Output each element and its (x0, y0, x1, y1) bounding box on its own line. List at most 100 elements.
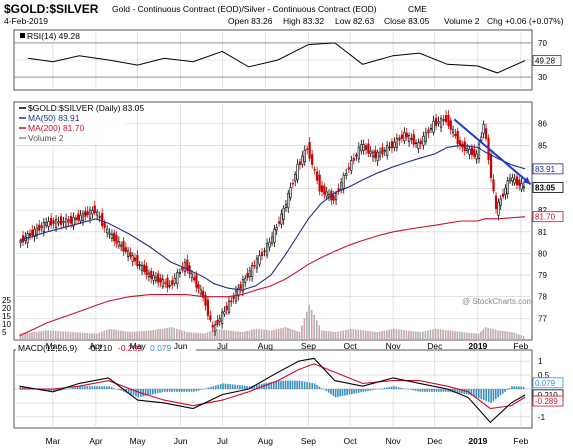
price-candle-body (84, 211, 87, 217)
macd-histogram-bar (234, 384, 236, 389)
price-value-box (532, 182, 564, 193)
macd-histogram-bar (325, 389, 328, 392)
price-candle-body (439, 118, 443, 128)
macd-histogram-bar (48, 389, 50, 391)
price-candle-body (178, 272, 181, 274)
rsi-legend-bg (18, 31, 72, 41)
volume-bar (270, 330, 273, 340)
volume-bar (246, 330, 248, 340)
macd-histogram-bar (93, 386, 96, 389)
volume-bar (166, 327, 168, 340)
x-tick-label: Jul (217, 436, 228, 446)
volume-bar (298, 332, 301, 340)
price-candle-body (318, 174, 321, 192)
volume-bar (234, 331, 237, 340)
macd-histogram-bar (494, 389, 497, 400)
macd-histogram-bar (168, 389, 171, 392)
macd-histogram-bar (275, 381, 278, 389)
volume-bar (178, 329, 181, 340)
macd-histogram-bar (74, 387, 77, 389)
macd-histogram-bar (26, 387, 29, 389)
volume-bar (115, 329, 117, 340)
volume-bar (33, 332, 36, 340)
macd-histogram-bar (490, 389, 492, 403)
volume-bar (173, 328, 176, 340)
volume-bar (108, 328, 111, 340)
price-candle-body (225, 305, 228, 311)
price-candle-body (232, 296, 235, 299)
volume-bar (499, 330, 502, 340)
price-candle-body (154, 276, 157, 281)
volume-bar (454, 331, 456, 340)
volume-bar (159, 328, 161, 340)
volume-bar (442, 329, 444, 340)
x-tick-label: Apr (89, 436, 102, 446)
volume-bar (251, 329, 253, 340)
price-candle-body (74, 217, 77, 221)
volume-bar (31, 332, 33, 340)
macd-histogram-bar (108, 386, 111, 389)
price-candle-body (138, 264, 141, 266)
price-candle-body (316, 171, 319, 181)
price-candle-body (340, 182, 343, 190)
price-candle-body (403, 132, 406, 142)
volume-bar (296, 331, 298, 340)
price-candle-body (218, 318, 221, 322)
price-candle-body (429, 128, 433, 130)
volume-bar (289, 328, 292, 340)
macd-histogram-bar (210, 386, 212, 389)
macd-histogram-bar (239, 385, 241, 389)
volume-bar (54, 330, 57, 340)
macd-value-box (532, 395, 564, 407)
price-candle-body (282, 207, 285, 220)
volume-bar (303, 318, 306, 340)
macd-value-label: -0.289 (535, 397, 558, 406)
macd-histogram-bar (215, 385, 217, 389)
price-candle-body (157, 273, 160, 283)
price-candle-body (323, 185, 326, 195)
price-candle-body (277, 221, 281, 224)
price-candle-body (473, 149, 476, 157)
price-candle-body (193, 277, 196, 281)
volume-bar (465, 332, 468, 340)
macd-histogram-bar (311, 382, 314, 389)
macd-legend-value: -0.210 (88, 343, 112, 353)
macd-histogram-bar (431, 389, 433, 392)
price-tick-label: 85 (538, 141, 547, 150)
macd-histogram-bar (188, 389, 190, 392)
macd-histogram-bar (313, 383, 316, 389)
macd-histogram-bar (308, 382, 311, 389)
price-candle-body (511, 177, 514, 182)
price-candle-body (501, 193, 505, 197)
macd-histogram-bar (463, 389, 466, 394)
macd-histogram-bar (438, 389, 440, 392)
macd-histogram-bar (511, 386, 513, 389)
macd-histogram-bar (339, 389, 342, 397)
volume-bar (69, 331, 72, 340)
price-candle-body (342, 174, 345, 189)
volume-bar (209, 331, 211, 340)
price-candle-body (308, 142, 311, 159)
macd-histogram-bar (265, 382, 268, 389)
macd-histogram-bar (84, 386, 86, 389)
volume-bar (313, 315, 316, 340)
volume-bar (88, 333, 91, 340)
price-candle-body (477, 143, 481, 159)
macd-histogram-bar (485, 389, 488, 402)
volume-bar (145, 330, 148, 340)
macd-histogram-bar (301, 381, 303, 389)
price-candle-body (81, 213, 85, 221)
price-candle-body (398, 137, 401, 141)
macd-histogram-bar (424, 389, 426, 392)
macd-histogram-bar (45, 389, 48, 391)
price-candle-body (166, 277, 169, 288)
price-candle-body (332, 195, 335, 201)
volume-bar (21, 333, 24, 340)
price-candle-body (133, 257, 137, 262)
macd-histogram-bar (115, 389, 118, 390)
volume-bar (508, 331, 511, 340)
price-candle-body (371, 151, 375, 158)
macd-histogram-bar (176, 389, 178, 392)
x-tick-label: Dec (427, 436, 443, 446)
macd-histogram-bar (426, 389, 429, 392)
